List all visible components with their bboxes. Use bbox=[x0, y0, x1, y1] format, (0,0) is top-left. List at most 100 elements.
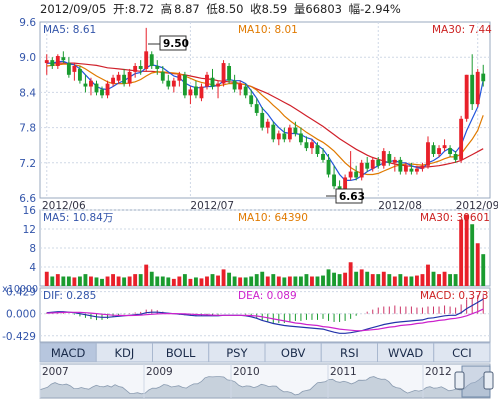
price-ma5-label: MA5: 8.61 bbox=[43, 24, 96, 36]
volume-bar bbox=[116, 276, 121, 286]
volume-bar bbox=[265, 276, 270, 286]
volume-bar bbox=[210, 274, 215, 286]
candle bbox=[260, 107, 265, 131]
volume-bar bbox=[216, 275, 220, 286]
volume-bar bbox=[381, 271, 386, 286]
volume-y-tick: 4 bbox=[29, 262, 36, 274]
candle bbox=[426, 136, 430, 169]
navigator-right-handle[interactable] bbox=[483, 371, 494, 390]
tab-label: PSY bbox=[226, 346, 248, 360]
tab-psy[interactable]: PSY bbox=[208, 342, 266, 363]
candle bbox=[304, 136, 309, 152]
price-y-tick: 6.6 bbox=[19, 193, 36, 205]
header-low-label: 低 bbox=[206, 2, 218, 16]
header-vol: 66803 bbox=[305, 2, 342, 16]
candle bbox=[437, 145, 441, 157]
volume-bar bbox=[138, 274, 143, 286]
volume-bar bbox=[44, 271, 49, 286]
macd-y-tick: -0.429 bbox=[2, 331, 36, 343]
tab-cci[interactable]: CCI bbox=[433, 342, 491, 363]
candle bbox=[459, 115, 464, 163]
volume-bar bbox=[437, 274, 441, 286]
volume-bar bbox=[238, 277, 243, 286]
macd-lines bbox=[46, 298, 484, 334]
candle bbox=[210, 68, 215, 90]
volume-bar bbox=[50, 276, 55, 286]
volume-bar bbox=[83, 274, 88, 286]
macd-value-label: MACD: 0.373 bbox=[420, 290, 488, 302]
candle bbox=[431, 142, 436, 157]
volume-bar bbox=[459, 219, 464, 286]
macd-panel: 0.429 0.000 -0.429 DIF: 0.285 DEA: 0.089 M… bbox=[2, 287, 491, 343]
price-panel-frame bbox=[39, 21, 491, 199]
volume-y-tick: 16 bbox=[23, 205, 37, 217]
candle bbox=[475, 68, 480, 108]
candle bbox=[238, 80, 243, 96]
volume-bar bbox=[315, 276, 320, 286]
candle bbox=[232, 74, 237, 93]
candle bbox=[376, 156, 381, 169]
navigator-year-label: 2007 bbox=[42, 366, 69, 378]
volume-bar bbox=[271, 274, 276, 286]
price-y-tick: 7.2 bbox=[19, 158, 36, 170]
volume-bar bbox=[89, 276, 93, 286]
volume-bar bbox=[55, 274, 60, 286]
header-low: 8.50 bbox=[218, 2, 244, 16]
candle bbox=[227, 63, 232, 84]
volume-bar bbox=[392, 276, 397, 286]
svg-text:2012/09/05 开:8.72: 2012/09/05 开:8.72 高 8.87 低8.50 收8.59 量668… bbox=[40, 2, 401, 16]
candle bbox=[55, 54, 60, 69]
volume-bar bbox=[243, 277, 248, 286]
volume-bar bbox=[370, 274, 375, 286]
candle bbox=[160, 66, 165, 84]
candle bbox=[127, 68, 132, 87]
volume-ma5-label: MA5: 10.84万 bbox=[43, 212, 113, 224]
candle bbox=[105, 80, 110, 99]
navigator-year-label: 2009 bbox=[146, 366, 173, 378]
volume-panel: 16 12 8 4 x10000 MA5: 10.84万 MA10: 64390 MA3… bbox=[2, 205, 491, 295]
volume-bar bbox=[310, 276, 314, 286]
candle bbox=[188, 86, 193, 105]
tab-kdj[interactable]: KDJ bbox=[95, 342, 153, 363]
tab-obv[interactable]: OBV bbox=[264, 342, 322, 363]
tab-boll[interactable]: BOLL bbox=[152, 342, 210, 363]
candle bbox=[182, 71, 187, 99]
volume-bar bbox=[304, 274, 309, 286]
candle bbox=[354, 165, 359, 181]
price-x-tick: 2012/06 bbox=[42, 200, 86, 212]
candle bbox=[89, 77, 93, 96]
volume-bar bbox=[365, 271, 370, 286]
candle bbox=[243, 83, 248, 99]
volume-bar bbox=[442, 271, 447, 286]
navigator-years: 2007 2009 2010 2011 2012 bbox=[39, 364, 452, 398]
low-callout-label: 6.63 bbox=[339, 191, 365, 203]
volume-bar bbox=[232, 276, 237, 286]
price-ma10-label: MA10: 8.01 bbox=[238, 24, 298, 36]
volume-bar bbox=[127, 276, 132, 286]
navigator-left-handle[interactable] bbox=[454, 371, 465, 390]
candle bbox=[370, 156, 375, 172]
volume-ma10-label: MA10: 64390 bbox=[238, 212, 308, 224]
tab-rsi[interactable]: RSI bbox=[320, 342, 378, 363]
tab-macd[interactable]: MACD bbox=[39, 342, 97, 363]
candle bbox=[72, 63, 77, 81]
candle bbox=[50, 57, 55, 69]
high-callout: 9.50 bbox=[148, 35, 189, 51]
dea-line bbox=[46, 308, 484, 332]
candle bbox=[149, 51, 154, 69]
header-close-label: 收 bbox=[250, 2, 262, 16]
volume-bar bbox=[326, 269, 331, 286]
price-y-tick: 9.0 bbox=[19, 52, 36, 64]
price-ma30-label: MA30: 7.44 bbox=[432, 24, 492, 36]
navigator-year-label: 2012 bbox=[425, 366, 452, 378]
volume-bar bbox=[376, 274, 381, 286]
volume-bar bbox=[133, 274, 138, 286]
tab-wvad[interactable]: WVAD bbox=[377, 342, 435, 363]
volume-bar bbox=[260, 271, 265, 286]
volume-bar bbox=[276, 276, 281, 286]
price-y-tick: 7.8 bbox=[19, 123, 36, 135]
candle bbox=[398, 156, 403, 175]
candle bbox=[293, 121, 298, 137]
volume-bar bbox=[415, 275, 419, 286]
